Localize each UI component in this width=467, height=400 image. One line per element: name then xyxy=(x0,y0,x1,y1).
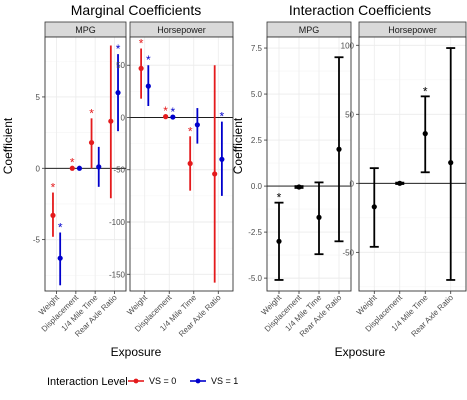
chart1-mpg-y-tick-label: -2.5 xyxy=(248,228,262,237)
chart1-mpg-series-point xyxy=(276,238,282,244)
legend-key-point-vs-0 xyxy=(133,378,139,384)
chart1-horsepower-y-tick-label: 100 xyxy=(341,41,355,50)
legend-items: VS = 0 VS = 1 xyxy=(128,376,238,386)
legend-title: Interaction Level xyxy=(47,376,128,388)
chart0-horsepower-y-tick-label: -100 xyxy=(109,218,126,227)
chart0-mpg-vs-1-point xyxy=(57,255,63,261)
chart1-mpg-plot-background xyxy=(267,37,351,291)
chart1-mpg-y-tick-label: 7.5 xyxy=(251,44,263,53)
chart0-horsepower-vs-1-point xyxy=(219,156,225,162)
chart0-mpg-vs-0-point xyxy=(108,118,114,124)
chart1-mpg-series-point xyxy=(296,184,302,190)
chart1-mpg-panel: MPG-5.0-2.50.02.55.07.5WeightDisplacemen… xyxy=(248,21,352,339)
chart0-horsepower-vs-1-significance-star: * xyxy=(171,105,176,119)
chart0-mpg-panel-border xyxy=(44,36,127,292)
interaction-x-axis-label: Exposure xyxy=(335,345,386,359)
chart1-mpg-y-tick-label: 2.5 xyxy=(251,136,263,145)
chart0-mpg-y-tick-label: 0 xyxy=(36,164,41,173)
chart0-mpg-vs-1-point xyxy=(96,164,102,170)
chart0-horsepower-panel: Horsepower-150-100-50050WeightDisplaceme… xyxy=(109,21,234,339)
chart1-mpg-series-point xyxy=(336,146,342,152)
chart1-horsepower-y-tick-label: 0 xyxy=(350,179,355,188)
chart0-horsepower-vs-0-point xyxy=(212,171,218,177)
chart0-horsepower-vs-0-significance-star: * xyxy=(139,36,144,50)
marginal-x-axis-label: Exposure xyxy=(111,345,162,359)
chart0-horsepower-vs-0-point xyxy=(187,160,193,167)
legend-label-vs-0: VS = 0 xyxy=(149,376,176,386)
marginal-chart-title: Marginal Coefficients xyxy=(71,2,201,18)
chart0-horsepower-panel-border xyxy=(129,36,234,292)
interaction-y-axis-label: Coefficient xyxy=(231,117,245,174)
chart0-mpg-vs-1-significance-star: * xyxy=(58,220,63,234)
chart0-horsepower-plot-background xyxy=(130,37,233,291)
chart0-horsepower-vs-0-point xyxy=(138,65,144,71)
chart0-mpg-plot-background xyxy=(45,37,126,291)
chart1-horsepower-plot-background xyxy=(359,37,466,291)
chart0-mpg-vs-0-significance-star: * xyxy=(89,106,94,120)
chart1-horsepower-series-point xyxy=(371,204,377,210)
chart0-horsepower-vs-1-significance-star: * xyxy=(220,110,225,124)
marginal-y-axis-label: Coefficient xyxy=(1,117,15,174)
chart0-horsepower-vs-1-point xyxy=(194,122,200,128)
chart0-horsepower-vs-0-point xyxy=(163,114,169,120)
chart0-mpg-vs-0-significance-star: * xyxy=(70,156,75,170)
chart0-horsepower-vs-1-point xyxy=(145,83,151,89)
chart1-mpg-panel-border xyxy=(266,36,352,292)
interaction-chart-title: Interaction Coefficients xyxy=(289,2,431,18)
chart0-mpg-y-tick-label: -5 xyxy=(33,236,41,245)
chart1-mpg-y-tick-label: -5.0 xyxy=(248,274,262,283)
legend: Interaction Level VS = 0 VS = 1 xyxy=(47,376,238,388)
chart0-mpg-vs-1-point xyxy=(115,90,121,96)
chart1-mpg-y-tick-label: 5.0 xyxy=(251,90,263,99)
chart1-horsepower-series-point xyxy=(397,180,403,186)
chart1-horsepower-series-point xyxy=(422,131,428,137)
legend-key-point-vs-1 xyxy=(195,378,201,384)
chart0-horsepower-y-tick-label: -50 xyxy=(113,166,125,175)
chart1-mpg-series-point xyxy=(316,214,322,220)
chart1-mpg-strip-label: MPG xyxy=(299,25,320,35)
chart0-horsepower-y-tick-label: 0 xyxy=(121,113,126,122)
chart0-horsepower-y-tick-label: 50 xyxy=(116,61,125,70)
chart0-horsepower-strip-label: Horsepower xyxy=(157,25,206,35)
chart1-horsepower-y-tick-label: 50 xyxy=(345,110,354,119)
chart0-horsepower-y-tick-label: -150 xyxy=(109,270,126,279)
chart0-mpg-vs-0-significance-star: * xyxy=(51,181,56,195)
chart0-mpg-vs-0-point xyxy=(50,212,56,218)
chart1-horsepower-series-significance-star: * xyxy=(423,84,428,98)
chart0-mpg-y-tick-label: 5 xyxy=(36,93,41,102)
chart1-mpg-y-tick-label: 0.0 xyxy=(251,182,263,191)
chart0-horsepower-vs-0-significance-star: * xyxy=(188,124,193,138)
chart0-mpg-vs-0-point xyxy=(88,139,95,146)
chart0-mpg-strip-label: MPG xyxy=(75,25,96,35)
chart1-horsepower-series-point xyxy=(448,160,454,166)
chart1-horsepower-strip-label: Horsepower xyxy=(388,25,437,35)
chart0-horsepower-vs-1-significance-star: * xyxy=(146,53,151,67)
chart0-mpg-vs-1-significance-star: * xyxy=(116,42,121,56)
chart0-mpg-vs-0-point xyxy=(69,165,75,171)
chart1-horsepower-panel: Horsepower-50050100WeightDisplacement1/4… xyxy=(341,21,467,339)
chart1-horsepower-y-tick-label: -50 xyxy=(342,248,354,257)
chart0-mpg-vs-1-point xyxy=(76,165,83,171)
chart1-mpg-series-significance-star: * xyxy=(277,191,282,205)
legend-label-vs-1: VS = 1 xyxy=(211,376,238,386)
chart1-horsepower-panel-border xyxy=(358,36,467,292)
chart0-horsepower-vs-1-point xyxy=(170,114,176,120)
chart0-horsepower-vs-0-significance-star: * xyxy=(163,104,168,118)
